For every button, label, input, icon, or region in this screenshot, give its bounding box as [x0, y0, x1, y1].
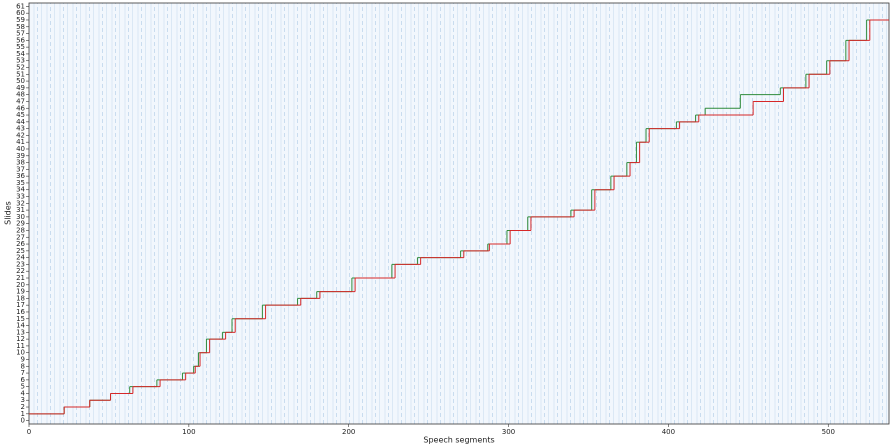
y-tick-label: 26 [16, 240, 25, 248]
y-tick-label: 46 [16, 104, 25, 112]
y-tick-label: 34 [16, 186, 25, 194]
y-tick-label: 38 [16, 159, 25, 167]
y-tick-label: 28 [16, 226, 25, 234]
y-tick-label: 53 [16, 57, 25, 65]
y-tick-label: 51 [16, 70, 25, 78]
y-tick-label: 25 [16, 247, 25, 255]
y-tick-label: 17 [16, 301, 25, 309]
y-tick-label: 55 [16, 43, 25, 51]
y-tick-label: 44 [16, 118, 25, 126]
y-tick-label: 4 [21, 389, 26, 397]
y-tick-label: 24 [16, 254, 25, 262]
y-tick-label: 11 [16, 342, 25, 350]
y-tick-label: 49 [16, 84, 25, 92]
y-tick-label: 60 [16, 9, 25, 17]
x-tick-label: 500 [822, 428, 835, 436]
y-tick-label: 9 [21, 355, 25, 363]
y-tick-label: 35 [16, 179, 25, 187]
y-tick-label: 57 [16, 30, 25, 38]
x-tick-label: 100 [182, 428, 195, 436]
y-tick-label: 6 [21, 376, 26, 384]
y-tick-label: 58 [16, 23, 25, 31]
y-tick-label: 13 [16, 328, 25, 336]
y-tick-label: 36 [16, 172, 25, 180]
y-tick-label: 18 [16, 294, 25, 302]
y-tick-label: 29 [16, 220, 25, 228]
x-tick-label: 0 [27, 428, 31, 436]
y-tick-label: 33 [16, 193, 25, 201]
y-tick-label: 47 [16, 97, 25, 105]
y-tick-label: 48 [16, 91, 25, 99]
y-tick-label: 54 [16, 50, 25, 58]
y-tick-label: 22 [16, 267, 25, 275]
heatmap-background [29, 3, 889, 424]
x-tick-label: 200 [342, 428, 355, 436]
y-tick-label: 40 [16, 145, 25, 153]
y-tick-label: 15 [16, 315, 25, 323]
y-tick-label: 14 [16, 322, 25, 330]
y-tick-label: 43 [16, 125, 25, 133]
y-tick-label: 39 [16, 152, 25, 160]
y-tick-label: 21 [16, 274, 25, 282]
y-tick-label: 42 [16, 131, 25, 139]
x-axis-label: Speech segments [423, 436, 494, 445]
y-tick-label: 10 [16, 349, 25, 357]
y-axis-label: Slides [4, 201, 13, 225]
y-tick-label: 59 [16, 16, 25, 24]
y-tick-label: 32 [16, 199, 25, 207]
x-tick-label: 400 [662, 428, 675, 436]
y-tick-label: 50 [16, 77, 25, 85]
y-tick-label: 7 [21, 369, 25, 377]
y-tick-label: 3 [21, 396, 25, 404]
y-tick-label: 1 [21, 410, 25, 418]
y-tick-label: 16 [16, 308, 25, 316]
y-tick-label: 56 [16, 36, 25, 44]
x-tick-label: 300 [502, 428, 515, 436]
plot-frame [28, 2, 890, 425]
y-tick-label: 5 [21, 383, 25, 391]
y-tick-label: 61 [16, 2, 25, 10]
y-tick-label: 19 [16, 288, 25, 296]
y-tick-label: 2 [21, 403, 25, 411]
y-tick-label: 23 [16, 260, 25, 268]
y-tick-label: 0 [21, 417, 25, 425]
y-tick-label: 27 [16, 233, 25, 241]
y-tick-label: 31 [16, 206, 25, 214]
y-tick-label: 41 [16, 138, 25, 146]
y-tick-label: 52 [16, 64, 25, 72]
y-tick-label: 45 [16, 111, 25, 119]
y-tick-label: 30 [16, 213, 25, 221]
y-tick-label: 37 [16, 165, 25, 173]
y-tick-label: 8 [21, 362, 25, 370]
y-tick-label: 12 [16, 335, 25, 343]
y-tick-label: 20 [16, 281, 25, 289]
